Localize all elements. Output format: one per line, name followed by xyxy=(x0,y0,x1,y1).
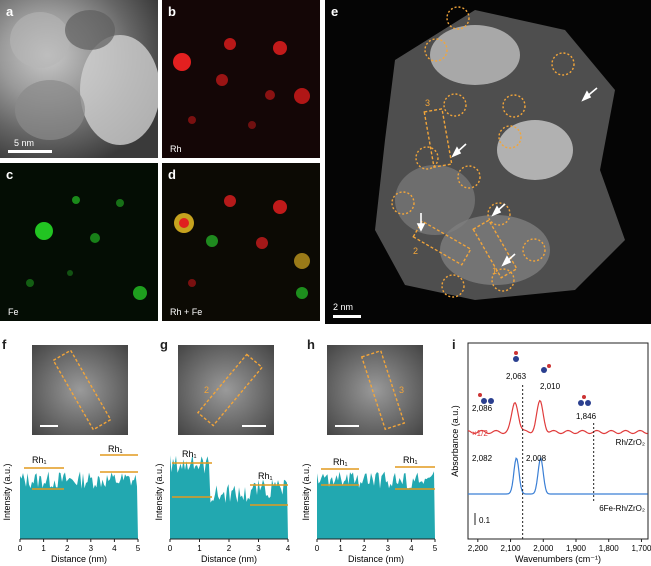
peak-label: 2,086 xyxy=(472,404,493,413)
panel-label: h xyxy=(307,337,315,352)
region-label: 2 xyxy=(204,385,210,395)
scale-bar xyxy=(8,150,52,153)
x-axis-label: Distance (nm) xyxy=(51,554,107,564)
tick-label: 0 xyxy=(315,544,320,553)
peak-label: 2,010 xyxy=(540,382,561,391)
region-label: 3 xyxy=(399,385,405,395)
tick-label: 4 xyxy=(286,544,291,553)
svg-text:Rh₁: Rh₁ xyxy=(108,444,123,454)
scale-label: 0.1 xyxy=(479,516,491,525)
tick-label: 5 xyxy=(136,544,141,553)
legend-rh-zro2: Rh/ZrO₂ xyxy=(616,438,645,447)
peak-label: 2,082 xyxy=(472,454,493,463)
panel-g-line-profile: g 2 Intensity (a.u.) Rh₁ Rh₁ 0 1 2 3 4 Dista… xyxy=(150,337,295,566)
profile-inset-image: 2 xyxy=(178,345,274,435)
tick-label: 2 xyxy=(362,544,367,553)
peak-label: 2,008 xyxy=(526,454,547,463)
line-label-3: 3 xyxy=(425,98,431,108)
tick-label: 1 xyxy=(197,544,202,553)
tick-label: 2,100 xyxy=(501,544,522,553)
circled-sites xyxy=(391,6,575,298)
tick-label: 4 xyxy=(409,544,414,553)
panel-f-line-profile: f Intensity (a.u.) Rh₁ Rh₁ 0 1 2 3 4 5 Distan… xyxy=(0,337,150,566)
panel-d-overlay-map: d Rh + Fe xyxy=(162,163,320,321)
tick-label: 3 xyxy=(256,544,261,553)
tick-label: 1,800 xyxy=(599,544,620,553)
tick-label: 5 xyxy=(433,544,438,553)
svg-text:Rh₁: Rh₁ xyxy=(403,455,418,465)
panel-label: a xyxy=(6,4,14,19)
profile-plot: Intensity (a.u.) Rh₁ Rh₁ 0 1 2 3 4 Distance … xyxy=(154,449,291,564)
element-label: Rh xyxy=(170,144,182,154)
svg-text:Rh₁: Rh₁ xyxy=(32,455,47,465)
scale-bar-label: 5 nm xyxy=(14,138,35,148)
scale-bar xyxy=(335,425,359,427)
tick-label: 1,900 xyxy=(566,544,587,553)
panel-c-fe-map: c Fe xyxy=(0,163,158,321)
tick-label: 3 xyxy=(89,544,94,553)
element-label: Fe xyxy=(8,307,19,317)
svg-text:Rh₁: Rh₁ xyxy=(182,449,197,459)
tick-label: 4 xyxy=(112,544,117,553)
profile-plot: Intensity (a.u.) Rh₁ Rh₁ 0 1 2 3 4 5 Distance… xyxy=(301,455,438,564)
tick-label: 2 xyxy=(227,544,232,553)
scale-bar xyxy=(40,425,58,427)
y-axis-label: Absorbance (a.u.) xyxy=(450,405,460,477)
panel-i-ir-spectra: i Absorbance (a.u.) Wavenumbers (cm⁻¹) 2… xyxy=(448,337,651,566)
tick-label: 0 xyxy=(18,544,23,553)
orange-markers xyxy=(24,454,138,490)
panel-label: g xyxy=(160,337,168,352)
panel-e-haadf-image: e 3 2 1 2 nm xyxy=(325,0,651,324)
tick-label: 0 xyxy=(168,544,173,553)
panel-label: f xyxy=(2,337,7,352)
svg-text:Distance (nm): Distance (nm) xyxy=(348,554,404,564)
intensity-profile xyxy=(20,471,138,539)
peak-label: 1,846 xyxy=(576,412,597,421)
panel-b-rh-map: b Rh xyxy=(162,0,320,158)
tick-label: 2,000 xyxy=(533,544,554,553)
tick-label: 1 xyxy=(41,544,46,553)
intensity-profile xyxy=(317,471,435,539)
co-molecule-icons xyxy=(478,351,591,406)
peak-label: 2,063 xyxy=(506,372,527,381)
intensity-profile xyxy=(170,454,288,539)
panel-label: c xyxy=(6,167,14,182)
panel-label: i xyxy=(452,337,456,352)
tick-label: 2 xyxy=(65,544,70,553)
profile-inset-image: 3 xyxy=(327,345,423,435)
multiplier-label: ×1/2 xyxy=(472,429,488,438)
x-ticks: 2,200 2,100 2,000 1,900 1,800 1,700 xyxy=(468,539,651,553)
panel-h-line-profile: h 3 Intensity (a.u.) Rh₁ Rh₁ 0 1 2 3 4 5 Dist… xyxy=(295,337,445,566)
tick-label: 1 xyxy=(338,544,343,553)
tick-label: 2,200 xyxy=(468,544,489,553)
scale-bar xyxy=(242,425,266,427)
arrow-icons xyxy=(416,87,598,267)
line-label-2: 2 xyxy=(413,246,419,256)
panel-a-haadf-image: a 5 nm xyxy=(0,0,158,158)
panel-label: b xyxy=(168,4,176,19)
series-6fe-rh-zro2 xyxy=(468,456,648,495)
tick-label: 3 xyxy=(386,544,391,553)
profile-plot: Intensity (a.u.) Rh₁ Rh₁ 0 1 2 3 4 5 Distance… xyxy=(2,444,141,564)
svg-text:Intensity (a.u.): Intensity (a.u.) xyxy=(154,463,164,520)
line-label-1: 1 xyxy=(492,266,498,276)
scale-bar xyxy=(333,315,361,318)
svg-text:Distance (nm): Distance (nm) xyxy=(201,554,257,564)
x-axis-label: Wavenumbers (cm⁻¹) xyxy=(515,554,601,564)
panel-label: e xyxy=(331,4,339,19)
scale-bar-label: 2 nm xyxy=(333,302,354,312)
svg-text:Rh₁: Rh₁ xyxy=(333,457,348,467)
panel-label: d xyxy=(168,167,176,182)
series-rh-zro2 xyxy=(467,399,648,435)
tick-label: 1,700 xyxy=(631,544,651,553)
legend-6fe-rh-zro2: 6Fe-Rh/ZrO₂ xyxy=(599,504,645,513)
profile-inset-image xyxy=(32,345,128,435)
svg-text:Intensity (a.u.): Intensity (a.u.) xyxy=(301,463,311,520)
y-axis-label: Intensity (a.u.) xyxy=(2,463,12,520)
element-label: Rh + Fe xyxy=(170,307,203,317)
svg-text:Rh₁: Rh₁ xyxy=(258,471,273,481)
ir-chart: Absorbance (a.u.) Wavenumbers (cm⁻¹) 2,2… xyxy=(450,342,651,564)
x-ticks: 0 1 2 3 4 5 xyxy=(18,539,141,553)
